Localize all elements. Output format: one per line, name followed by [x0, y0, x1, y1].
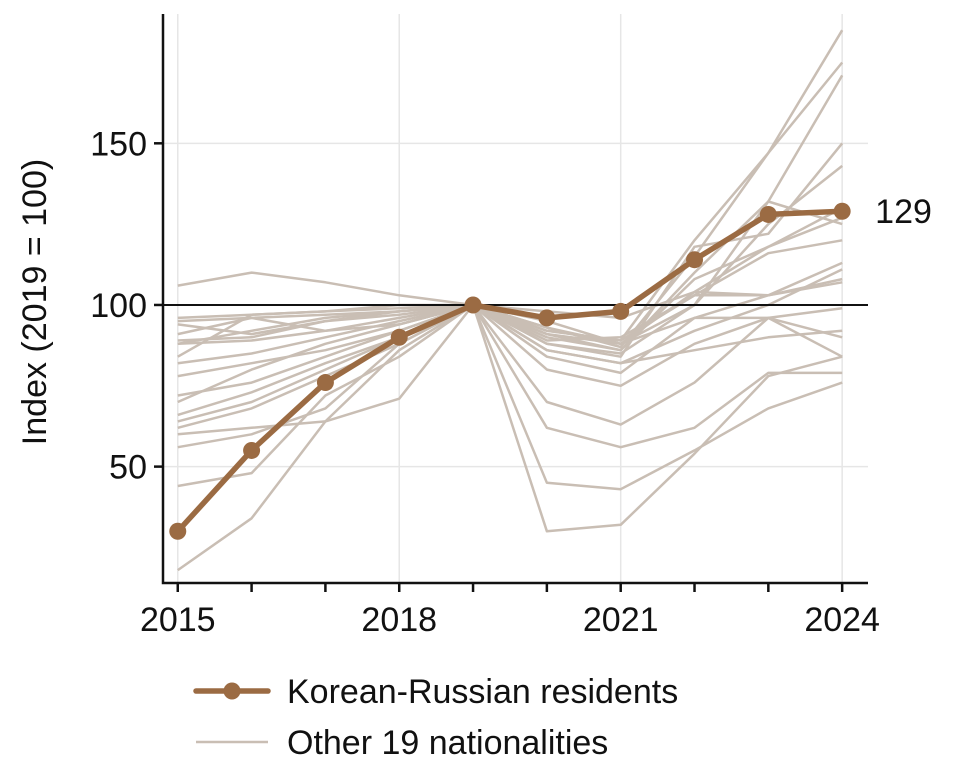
korean-russian-point-2022	[686, 251, 704, 269]
other-nationalities-lines	[177, 29, 844, 572]
y-tick-label-50: 50	[109, 449, 147, 487]
other-series-line-7	[177, 29, 844, 349]
korean-russian-point-2017	[316, 374, 334, 392]
korean-russian-point-2024	[833, 202, 851, 220]
other-series-line-10	[177, 74, 844, 365]
other-series-line-20	[177, 303, 843, 572]
other-series-line-16	[177, 303, 843, 430]
korean-russian-point-2023	[759, 205, 777, 223]
x-tick-label-2024: 2024	[804, 601, 880, 639]
end-value-label: 129	[875, 193, 932, 231]
legend: Korean-Russian residents Other 19 nation…	[193, 673, 678, 762]
other-series-line-18	[177, 303, 843, 449]
other-series-line-1	[177, 271, 843, 320]
korean-russian-series	[169, 202, 851, 540]
legend-item-others: Other 19 nationalities	[196, 724, 608, 762]
x-tick-label-2021: 2021	[583, 601, 659, 639]
other-series-line-11	[177, 164, 843, 378]
other-series-line-15	[177, 303, 843, 423]
korean-russian-point-2015	[169, 522, 187, 540]
korean-russian-point-2016	[243, 441, 261, 459]
y-tick-label-100: 100	[90, 287, 147, 325]
y-axis-title: Index (2019 = 100)	[16, 159, 54, 445]
axis-spines	[161, 14, 868, 585]
legend-item-korean-russian: Korean-Russian residents	[193, 673, 678, 711]
korean-russian-point-2021	[612, 302, 630, 320]
korean-russian-line	[175, 208, 845, 535]
x-tick-labels: 2015 2018 2021 2024	[140, 601, 880, 639]
y-tick-label-150: 150	[90, 125, 147, 163]
legend-label-others: Other 19 nationalities	[287, 724, 608, 762]
x-tick-label-2015: 2015	[140, 601, 216, 639]
gridlines	[163, 14, 868, 583]
korean-russian-point-2020	[538, 309, 556, 327]
other-series-line-19	[177, 303, 843, 491]
korean-russian-point-2019	[464, 296, 482, 314]
x-tick-label-2018: 2018	[361, 601, 437, 639]
korean-russian-point-2018	[390, 328, 408, 346]
other-series-line-17	[177, 303, 843, 436]
other-series-line-14	[177, 261, 843, 417]
other-series-line-4	[177, 239, 843, 342]
y-tick-labels: 50 100 150	[90, 125, 147, 486]
other-series-line-13	[177, 277, 843, 404]
legend-swatch-marker	[223, 682, 241, 700]
axes	[154, 14, 868, 592]
legend-label-korean-russian: Korean-Russian residents	[287, 673, 678, 711]
